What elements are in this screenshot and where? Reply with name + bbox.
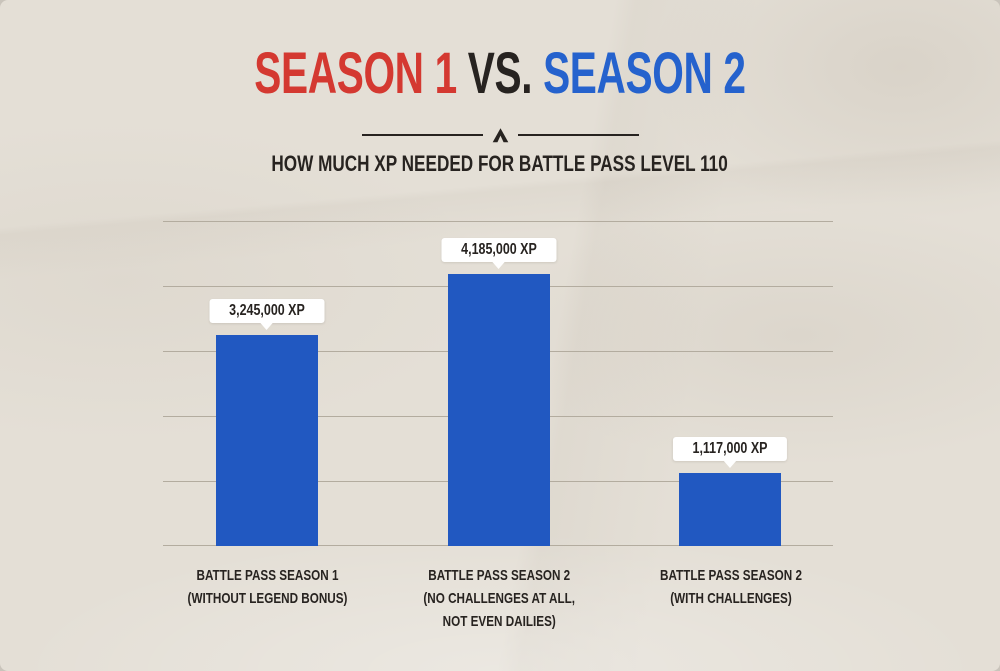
bar-value-callout: 4,185,000 XP [441,238,557,262]
bar-column: 1,117,000 XP [672,221,788,546]
gridline-5m [163,221,833,222]
divider-line-right [517,134,639,136]
bar [679,473,781,546]
bar-value-callout: 3,245,000 XP [209,299,325,323]
category-label: BATTLE PASS SEASON 2 (WITH CHALLENGES) [660,567,802,607]
bar [216,335,318,546]
title-season-2: SEASON 2 [543,41,746,106]
bar-value-callout: 1,117,000 XP [672,437,788,461]
apex-legends-logo-icon [492,127,509,143]
bar-chart-plot-area: 3,245,000 XP 4,185,000 XP 1,117,000 XP [163,221,833,546]
bar-column: 3,245,000 XP [209,221,325,546]
bar-column: 4,185,000 XP [441,221,557,546]
bar [448,274,550,546]
category-label: BATTLE PASS SEASON 2 (NO CHALLENGES AT A… [423,567,575,630]
category-label: BATTLE PASS SEASON 1 (WITHOUT LEGEND BON… [187,567,347,607]
chart-subtitle: HOW MUCH XP NEEDED FOR BATTLE PASS LEVEL… [271,151,729,176]
title-divider [0,126,1000,144]
title-season-1: SEASON 1 [254,41,457,106]
title-vs: VS. [456,41,544,106]
page-title: SEASON 1 VS. SEASON 2 [0,44,1000,104]
divider-line-left [361,134,483,136]
